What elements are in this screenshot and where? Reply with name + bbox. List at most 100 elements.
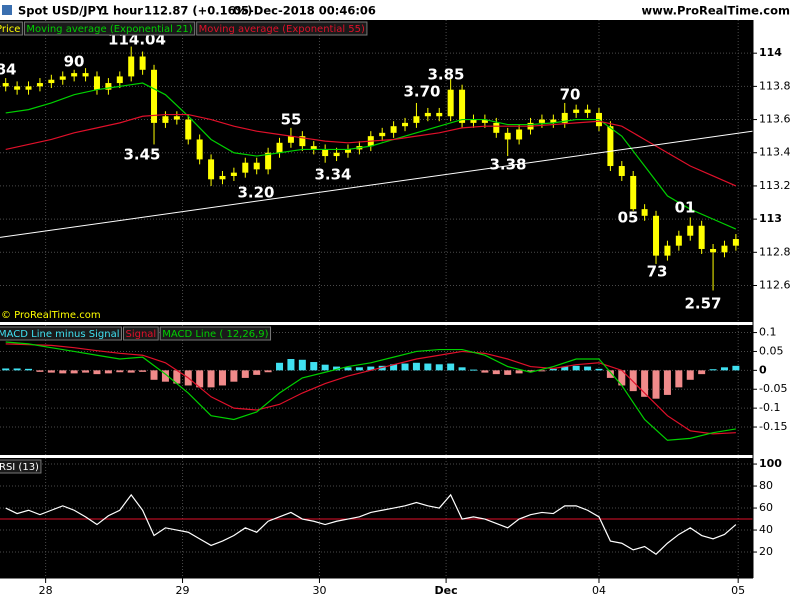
histogram-bar — [401, 363, 409, 371]
candle-body — [333, 152, 340, 157]
panel: RSI (13) — [0, 458, 753, 578]
histogram-bar — [104, 370, 112, 374]
histogram-bar — [127, 370, 135, 373]
candle-body — [436, 112, 443, 117]
last-price: 112.87 (+0.16%) — [144, 4, 252, 18]
candle-body — [287, 136, 294, 143]
candle-body — [82, 73, 89, 77]
instrument: Spot USD/JPY — [18, 4, 105, 18]
histogram-bar — [150, 370, 158, 380]
candle-body — [618, 166, 625, 176]
legend-label: Price — [0, 24, 20, 35]
histogram-bar — [196, 370, 204, 388]
annotation: 84 — [0, 61, 16, 79]
y-tick-label: 40 — [759, 523, 773, 536]
annotation: 73 — [647, 263, 668, 281]
legend-label: RSI (13) — [0, 462, 39, 473]
y-tick-label: -0.05 — [759, 382, 787, 395]
candle-body — [59, 76, 66, 80]
candle-body — [265, 152, 272, 170]
candle-body — [173, 116, 180, 120]
candle-body — [470, 119, 477, 123]
candle-body — [424, 112, 431, 117]
candle-body — [550, 119, 557, 123]
histogram-bar — [116, 370, 124, 373]
histogram-bar — [241, 370, 249, 378]
histogram-bar — [492, 370, 500, 375]
y-tick-label: 100 — [759, 457, 782, 470]
candle-body — [196, 139, 203, 160]
histogram-bar — [173, 370, 181, 384]
x-tick-label: 05 — [731, 584, 745, 597]
histogram-bar — [264, 370, 272, 373]
candle-body — [14, 86, 21, 90]
annotation: 3.85 — [427, 66, 464, 84]
histogram-bar — [698, 370, 706, 375]
histogram-bar — [412, 362, 420, 371]
y-tick-label: 112.6 — [759, 278, 791, 291]
histogram-bar — [435, 364, 443, 371]
candle-body — [322, 149, 329, 157]
candle-body — [493, 122, 500, 133]
histogram-bar — [675, 370, 683, 388]
y-tick-label: -0.15 — [759, 420, 787, 433]
y-tick-label: 112.8 — [759, 245, 791, 258]
annotation: 3.38 — [489, 156, 526, 174]
y-tick-label: 114 — [759, 46, 782, 59]
candle-body — [276, 142, 283, 153]
panel: 84 90114.043.453.20553.343.703.853.387005… — [0, 20, 753, 322]
candle-body — [641, 209, 648, 216]
histogram-bar — [561, 366, 569, 371]
histogram-bar — [344, 367, 352, 371]
candle-body — [573, 109, 580, 113]
histogram-bar — [686, 370, 694, 380]
candle-body — [230, 172, 237, 176]
y-tick-label: 113.6 — [759, 113, 791, 126]
histogram-bar — [25, 368, 33, 371]
candle-body — [253, 162, 260, 170]
annotation: 3.20 — [237, 184, 274, 202]
histogram-bar — [230, 370, 238, 382]
candle-body — [116, 76, 123, 84]
x-tick-label: 04 — [592, 584, 606, 597]
x-tick-label: Dec — [435, 584, 458, 597]
histogram-bar — [13, 368, 21, 371]
histogram-bar — [584, 366, 592, 371]
candle-body — [538, 119, 545, 123]
histogram-bar — [481, 370, 489, 373]
candle-body — [2, 83, 9, 87]
histogram-bar — [663, 370, 671, 395]
candle-body — [687, 225, 694, 236]
y-tick-label: 60 — [759, 501, 773, 514]
y-tick-label: 80 — [759, 479, 773, 492]
legend-label: Moving average (Exponential 55) — [199, 24, 365, 35]
annotation: 01 — [675, 199, 696, 217]
histogram-bar — [287, 359, 295, 371]
copyright: © ProRealTime.com — [1, 310, 101, 321]
legend-box — [23, 21, 196, 36]
annotation: 05 — [618, 209, 639, 227]
histogram-bar — [458, 367, 466, 371]
y-tick-label: 0.05 — [759, 344, 784, 357]
candle-body — [481, 119, 488, 123]
panel-background — [0, 458, 753, 578]
legend-label: MACD Line ( 12,26,9) — [162, 329, 268, 340]
candle-body — [242, 162, 249, 173]
legend-box — [122, 326, 159, 341]
annotation: 90 — [64, 53, 85, 71]
histogram-bar — [36, 370, 44, 372]
y-tick-label: 113.4 — [759, 146, 791, 159]
trendline — [0, 130, 753, 238]
histogram-bar — [276, 362, 284, 371]
histogram-bar — [93, 370, 101, 375]
histogram-bar — [595, 368, 603, 371]
histogram-bar — [709, 369, 717, 371]
candle-body — [607, 126, 614, 167]
candle-body — [139, 56, 146, 70]
candle-body — [390, 126, 397, 133]
histogram-bar — [253, 370, 261, 375]
y-tick-label: 20 — [759, 545, 773, 558]
histogram-bar — [298, 359, 306, 371]
logo-icon — [2, 5, 12, 15]
